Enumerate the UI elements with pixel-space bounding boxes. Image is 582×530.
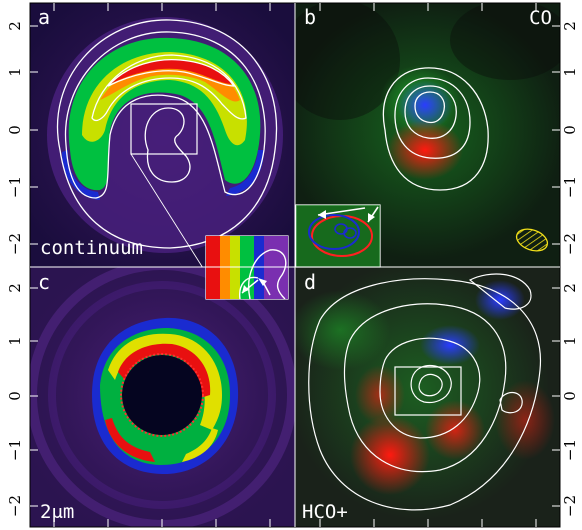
- ticks: [30, 3, 560, 527]
- panel-d-letter: d: [304, 270, 316, 294]
- tick-right-top-3: −1: [561, 176, 579, 198]
- tick-right-bottom-4: −2: [561, 495, 579, 517]
- beam-ellipse: [515, 228, 549, 252]
- zoom-box-a: [130, 103, 198, 155]
- panel-c-letter: c: [38, 270, 50, 294]
- coronagraph-mask: [122, 355, 202, 435]
- y-tick-labels-right: 2 1 0 −1 −2 2 1 0 −1 −2: [561, 21, 579, 517]
- continuum-contour-outer: [56, 19, 278, 249]
- tick-right-top-0: 2: [561, 21, 579, 31]
- panel-b-letter: b: [304, 5, 316, 29]
- tick-left-top-1: 1: [6, 67, 24, 77]
- tick-right-bottom-0: 2: [561, 283, 579, 293]
- inset-b: [295, 204, 381, 268]
- tick-right-bottom-3: −1: [561, 439, 579, 461]
- tick-right-top-1: 1: [561, 67, 579, 77]
- panel-c: [30, 267, 295, 527]
- tick-left-top-2: 0: [6, 125, 24, 135]
- panel-b-label: CO: [529, 7, 552, 29]
- panel-d: [295, 267, 560, 527]
- panel-d-label: HCO+: [302, 501, 348, 523]
- co-contour-outer: [382, 67, 489, 191]
- tick-left-bottom-2: 0: [6, 391, 24, 401]
- panel-c-label: 2μm: [40, 501, 74, 523]
- tick-left-bottom-1: 1: [6, 336, 24, 346]
- tick-right-bottom-2: 0: [561, 391, 579, 401]
- tick-left-top-3: −1: [6, 176, 24, 198]
- frame: [29, 2, 561, 528]
- tick-left-bottom-0: 2: [6, 283, 24, 293]
- panel-a-letter: a: [38, 5, 50, 29]
- tick-left-bottom-3: −1: [6, 439, 24, 461]
- panel-a-label: continuum: [40, 237, 143, 259]
- tick-left-bottom-4: −2: [6, 495, 24, 517]
- y-tick-labels-left: 2 1 0 −1 −2 2 1 0 −1 −2: [6, 21, 24, 517]
- tick-left-top-0: 2: [6, 21, 24, 31]
- panel-a: [30, 3, 295, 267]
- tick-right-top-2: 0: [561, 125, 579, 135]
- panel-b: [295, 3, 560, 267]
- tick-right-bottom-1: 1: [561, 336, 579, 346]
- hco-contour-outer: [308, 278, 542, 511]
- tick-left-top-4: −2: [6, 233, 24, 255]
- tick-right-top-4: −2: [561, 233, 579, 255]
- zoom-box-d: [394, 366, 462, 416]
